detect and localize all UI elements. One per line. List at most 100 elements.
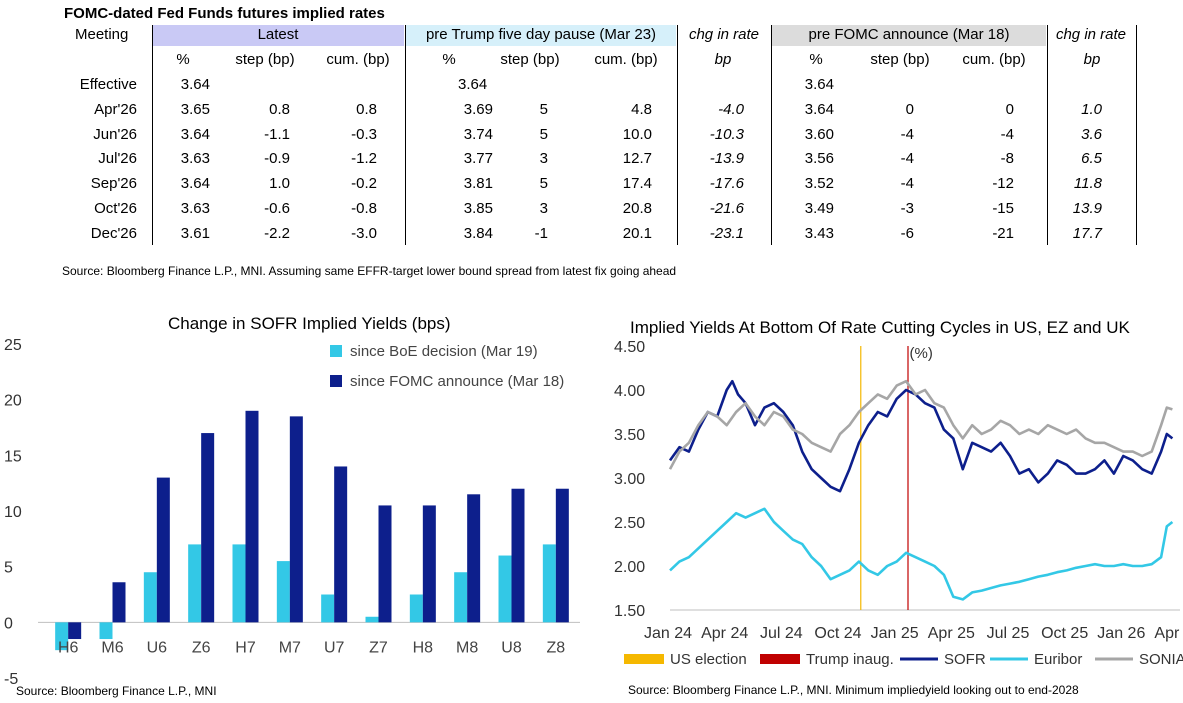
line-legend-swatch xyxy=(760,654,800,664)
latest-pct-cell: 3.63 xyxy=(180,200,210,217)
subheader-chg1: bp xyxy=(714,51,732,68)
line-unit-label: (%) xyxy=(910,345,933,362)
subheader-latest_step: step (bp) xyxy=(235,51,295,68)
table-source: Source: Bloomberg Finance L.P., MNI. Ass… xyxy=(62,264,677,278)
trump-cum-cell: 20.1 xyxy=(622,224,652,242)
latest-step-cell: -1.1 xyxy=(264,125,290,143)
chg1-cell: -13.9 xyxy=(709,150,744,168)
subheader-trump_pct: % xyxy=(442,51,456,68)
fomc-header: pre FOMC announce (Mar 18) xyxy=(808,26,1010,43)
chg1-cell: -10.3 xyxy=(709,125,744,143)
line-x-tick-label: Oct 25 xyxy=(1041,625,1088,642)
subheader-latest_cum: cum. (bp) xyxy=(326,51,390,68)
trump-pct-cell: 3.81 xyxy=(463,175,493,193)
bar-fomc xyxy=(378,505,392,623)
meeting-header: Meeting xyxy=(75,26,129,43)
bar-x-tick-label: Z6 xyxy=(192,639,211,656)
subheader-trump_cum: cum. (bp) xyxy=(594,51,658,68)
line-x-tick-label: Jan 24 xyxy=(644,625,692,642)
divider-5 xyxy=(1047,25,1048,245)
bar-boe xyxy=(321,594,335,623)
line-chart-source: Source: Bloomberg Finance L.P., MNI. Min… xyxy=(628,683,1079,697)
line-x-tick-label: Jul 25 xyxy=(987,625,1030,642)
chg2-cell: 11.8 xyxy=(1073,175,1102,193)
subheader-trump_step: step (bp) xyxy=(500,51,560,68)
line-x-tick-label: Jul 24 xyxy=(760,625,803,642)
trump-cum-cell: 12.7 xyxy=(622,150,652,168)
subheader-fomc_cum: cum. (bp) xyxy=(962,51,1026,68)
bar-fomc xyxy=(555,488,569,623)
fomc-step-cell: -4 xyxy=(900,150,914,168)
bar-y-tick-label: 25 xyxy=(4,337,22,354)
latest-step-cell: 0.8 xyxy=(269,100,290,118)
line-legend-label: SOFR xyxy=(944,651,986,668)
meeting-cell: Dec'26 xyxy=(90,224,137,242)
bar-fomc xyxy=(422,505,436,623)
line-legend-swatch xyxy=(624,654,664,664)
divider-3 xyxy=(677,25,678,245)
trump-pct-cell: 3.77 xyxy=(463,150,493,168)
bar-y-tick-label: 0 xyxy=(4,615,13,632)
fomc-cum-cell: -15 xyxy=(992,200,1014,217)
line-x-tick-label: Apr 24 xyxy=(701,625,748,642)
fomc-header-bg xyxy=(772,25,1046,46)
bar-boe xyxy=(498,555,512,623)
fomc-pct-cell: 3.64 xyxy=(804,100,834,118)
chg1-cell: -23.1 xyxy=(709,224,744,242)
subheader-chg2: bp xyxy=(1083,51,1101,68)
chg1-cell: -21.6 xyxy=(709,200,744,217)
chg-rate-header-2: chg in rate xyxy=(1055,26,1127,43)
trump-cum-cell: 17.4 xyxy=(622,175,652,193)
meeting-cell: Jul'26 xyxy=(98,150,137,168)
series-line-sonia xyxy=(668,379,1173,470)
latest-pct-cell: 3.64 xyxy=(180,125,210,143)
fomc-cum-cell: 0 xyxy=(1005,100,1014,118)
meeting-cell: Oct'26 xyxy=(94,200,137,217)
fomc-step-cell: -4 xyxy=(900,125,914,143)
latest-cum-cell: -0.3 xyxy=(351,125,377,143)
bar-x-tick-label: H7 xyxy=(235,639,256,656)
line-y-tick-label: 3.00 xyxy=(614,471,645,488)
bar-legend-swatch xyxy=(330,345,342,357)
trump-step-cell: 5 xyxy=(539,175,548,193)
line-legend-label: Euribor xyxy=(1034,651,1082,668)
latest-cum-cell: -0.2 xyxy=(351,175,377,193)
divider-1 xyxy=(152,25,153,245)
bar-fomc xyxy=(201,433,215,623)
trump-step-cell: 3 xyxy=(539,150,548,168)
divider-4 xyxy=(771,25,772,245)
trump-header-bg xyxy=(406,25,676,46)
fomc-step-cell: -3 xyxy=(900,200,914,217)
bar-boe xyxy=(55,622,69,651)
fomc-step-cell: -4 xyxy=(900,175,914,193)
bar-x-tick-label: H6 xyxy=(58,639,79,656)
latest-header: Latest xyxy=(257,26,299,43)
latest-pct-cell: 3.64 xyxy=(180,76,210,93)
bar-fomc xyxy=(156,477,170,623)
trump-cum-cell: 20.8 xyxy=(622,200,652,217)
chg2-cell: 17.7 xyxy=(1072,224,1102,242)
latest-step-cell: -0.9 xyxy=(264,150,290,168)
bar-boe xyxy=(542,544,556,623)
bar-fomc xyxy=(334,466,348,623)
subheader-latest_pct: % xyxy=(176,51,190,68)
subheader-fomc_pct: % xyxy=(809,51,823,68)
latest-cum-cell: 0.8 xyxy=(356,100,377,118)
fomc-pct-cell: 3.49 xyxy=(804,200,834,217)
fomc-step-cell: 0 xyxy=(905,100,914,118)
divider-6 xyxy=(1136,25,1137,245)
latest-step-cell: -0.6 xyxy=(264,200,290,217)
meeting-cell: Effective xyxy=(79,76,137,93)
latest-pct-cell: 3.64 xyxy=(180,175,210,193)
trump-step-cell: 3 xyxy=(539,200,548,217)
line-y-tick-label: 3.50 xyxy=(614,427,645,444)
bar-x-tick-label: U6 xyxy=(147,639,168,656)
fomc-cum-cell: -4 xyxy=(1000,125,1014,143)
bar-x-tick-label: U7 xyxy=(324,639,345,656)
chg2-cell: 6.5 xyxy=(1081,150,1102,168)
bar-y-tick-label: 5 xyxy=(4,560,13,577)
chg-rate-header-1: chg in rate xyxy=(688,26,760,43)
line-x-tick-label: Jan 25 xyxy=(871,625,919,642)
bar-fomc xyxy=(245,410,259,623)
trump-pct-cell: 3.64 xyxy=(458,76,488,93)
